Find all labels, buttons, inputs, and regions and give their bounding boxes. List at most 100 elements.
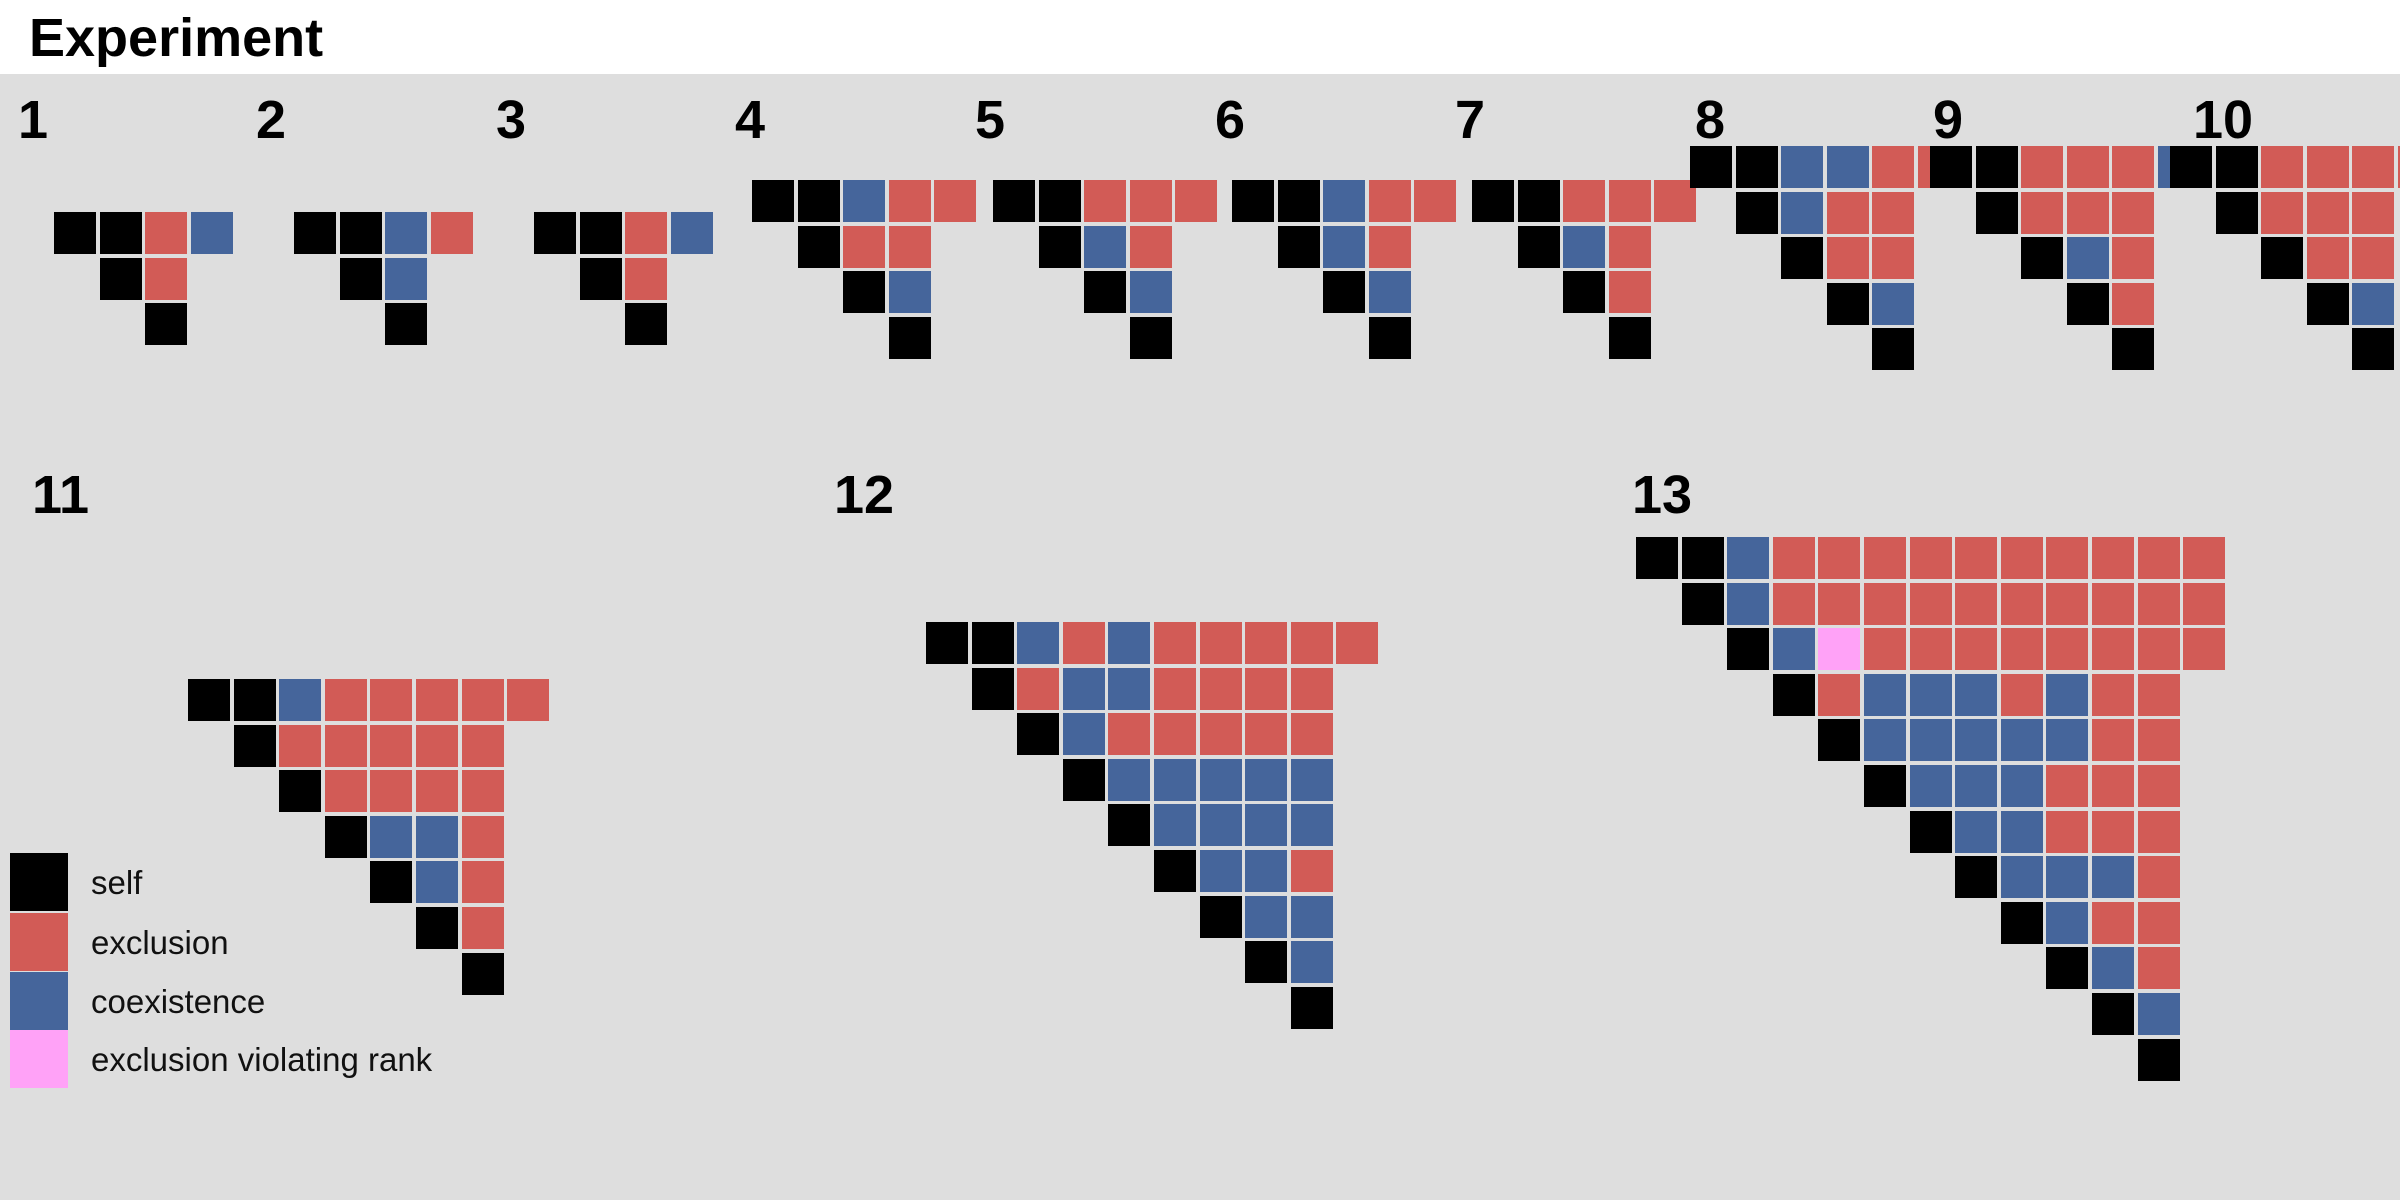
cell-coexistence bbox=[1245, 758, 1288, 801]
cell-exclusion bbox=[1062, 622, 1105, 664]
cell-exclusion bbox=[1909, 537, 1952, 579]
cell-exclusion bbox=[1245, 713, 1288, 756]
cell-self bbox=[2261, 237, 2304, 280]
cell-exclusion bbox=[2092, 582, 2134, 625]
cell-self bbox=[797, 180, 840, 222]
cell-exclusion bbox=[2352, 146, 2395, 188]
cell-exclusion bbox=[1414, 180, 1457, 222]
cell-coexistence bbox=[2092, 856, 2134, 899]
cell-self bbox=[1781, 237, 1824, 280]
cell-exclusion bbox=[2066, 191, 2109, 234]
cell-exclusion bbox=[1909, 582, 1952, 625]
cell-self bbox=[971, 667, 1014, 710]
cell-exclusion bbox=[1872, 237, 1915, 280]
cell-self bbox=[99, 212, 142, 254]
cell-exclusion bbox=[1290, 713, 1333, 756]
cell-self bbox=[1517, 180, 1560, 222]
cell-self bbox=[579, 212, 622, 254]
cell-self bbox=[1517, 225, 1560, 268]
cell-coexistence bbox=[1199, 758, 1242, 801]
cell-self bbox=[385, 303, 428, 346]
cell-coexistence bbox=[1864, 673, 1906, 716]
cell-self bbox=[579, 257, 622, 300]
cell-coexistence bbox=[1909, 673, 1952, 716]
matrix-label: 5 bbox=[975, 90, 1006, 150]
matrix-label: 10 bbox=[2193, 90, 2254, 150]
cell-exclusion bbox=[2092, 901, 2134, 944]
cell-coexistence bbox=[1199, 850, 1242, 892]
cell-exclusion bbox=[1872, 146, 1915, 188]
cell-exclusion bbox=[1955, 628, 1998, 671]
cell-self bbox=[1909, 810, 1952, 853]
cell-exclusion bbox=[370, 679, 413, 721]
cell-exclusion bbox=[1129, 225, 1172, 268]
cell-self bbox=[1690, 146, 1732, 188]
cell-exclusion bbox=[1608, 225, 1651, 268]
cell-coexistence bbox=[1864, 719, 1906, 762]
cell-exclusion bbox=[1872, 191, 1915, 234]
cell-exclusion bbox=[416, 724, 458, 767]
cell-exclusion bbox=[2352, 237, 2395, 280]
cell-self bbox=[99, 257, 142, 300]
cell-self bbox=[1038, 180, 1081, 222]
cell-exclusion bbox=[2137, 765, 2180, 807]
cell-coexistence bbox=[1727, 537, 1770, 579]
cell-coexistence bbox=[416, 861, 458, 904]
cell-coexistence bbox=[2000, 856, 2043, 899]
cell-coexistence bbox=[1108, 622, 1151, 664]
cell-self bbox=[1323, 271, 1366, 314]
cell-exclusion bbox=[2112, 282, 2155, 325]
cell-exclusion bbox=[416, 679, 458, 721]
cell-self bbox=[1608, 316, 1651, 359]
cell-exclusion bbox=[1772, 537, 1815, 579]
cell-exclusion bbox=[2092, 765, 2134, 807]
cell-self bbox=[1277, 180, 1320, 222]
cell-self bbox=[2046, 947, 2089, 990]
cell-exclusion bbox=[2046, 537, 2089, 579]
cell-self bbox=[1129, 316, 1172, 359]
cell-violation bbox=[1818, 628, 1861, 671]
cell-exclusion bbox=[461, 770, 504, 813]
cell-exclusion bbox=[2398, 146, 2400, 188]
cell-exclusion bbox=[1608, 271, 1651, 314]
cell-self bbox=[2021, 237, 2064, 280]
cell-coexistence bbox=[1781, 146, 1824, 188]
cell-self bbox=[1232, 180, 1274, 222]
legend-label-self: self bbox=[91, 864, 143, 901]
cell-coexistence bbox=[1108, 758, 1151, 801]
cell-self bbox=[2112, 328, 2155, 371]
cell-self bbox=[1975, 146, 2018, 188]
matrix-label: 6 bbox=[1215, 90, 1246, 150]
cell-coexistence bbox=[1727, 582, 1770, 625]
cell-exclusion bbox=[1199, 622, 1242, 664]
cell-self bbox=[2170, 146, 2212, 188]
cell-exclusion bbox=[2021, 146, 2064, 188]
matrix-label: 8 bbox=[1695, 90, 1726, 150]
cell-exclusion bbox=[1290, 622, 1333, 664]
legend-label-violation: exclusion violating rank bbox=[91, 1041, 433, 1078]
matrix-label: 11 bbox=[32, 465, 90, 525]
legend-label-exclusion: exclusion bbox=[91, 924, 229, 961]
cell-coexistence bbox=[1154, 804, 1196, 847]
matrix-label: 13 bbox=[1632, 465, 1693, 525]
cell-exclusion bbox=[2021, 191, 2064, 234]
cell-exclusion bbox=[2000, 628, 2043, 671]
cell-exclusion bbox=[279, 724, 322, 767]
cell-exclusion bbox=[2261, 146, 2304, 188]
cell-exclusion bbox=[843, 225, 886, 268]
cell-coexistence bbox=[888, 271, 931, 314]
cell-coexistence bbox=[1290, 895, 1333, 938]
cell-exclusion bbox=[461, 861, 504, 904]
cell-exclusion bbox=[934, 180, 977, 222]
cell-coexistence bbox=[1781, 191, 1824, 234]
cell-coexistence bbox=[1909, 719, 1952, 762]
cell-self bbox=[2306, 282, 2349, 325]
cell-coexistence bbox=[1323, 180, 1366, 222]
title-bar: Experiment bbox=[0, 0, 2400, 74]
cell-coexistence bbox=[1290, 941, 1333, 984]
cell-self bbox=[1290, 986, 1333, 1029]
cell-exclusion bbox=[1290, 667, 1333, 710]
cell-self bbox=[1826, 282, 1869, 325]
cell-exclusion bbox=[145, 212, 188, 254]
cell-exclusion bbox=[2046, 810, 2089, 853]
